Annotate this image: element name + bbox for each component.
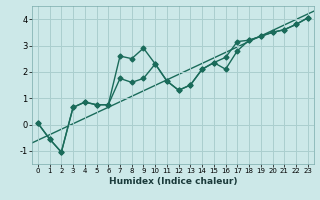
X-axis label: Humidex (Indice chaleur): Humidex (Indice chaleur) xyxy=(108,177,237,186)
